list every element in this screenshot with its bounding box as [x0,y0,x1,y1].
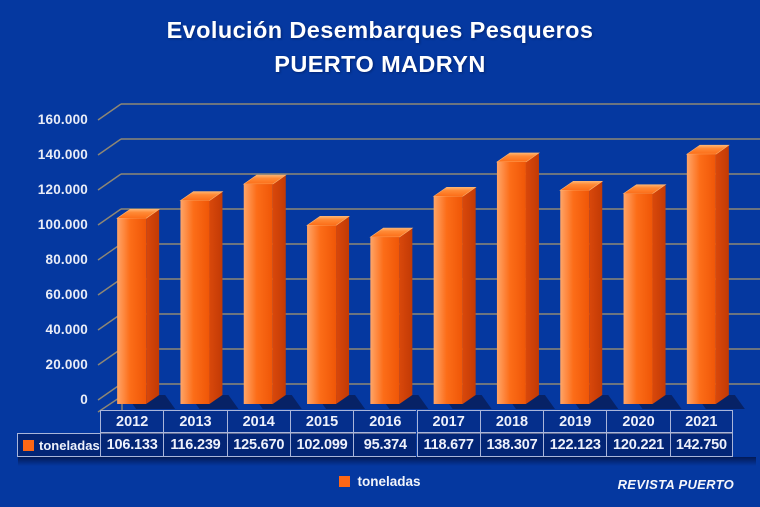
year-cell-2015: 2015 [289,410,354,434]
legend-swatch-icon [23,439,34,451]
value-cell-2016: 95.374 [353,432,417,458]
chart-title-line1: Evolución Desembarques Pesqueros [166,17,594,43]
year-cell-2019: 2019 [543,410,607,434]
bar-2021 [685,144,745,409]
y-tick-label: 60.000 [45,287,88,302]
value-cell-2015: 102.099 [289,432,354,458]
bar-2020 [622,184,682,409]
y-tick-label: 80.000 [45,252,88,267]
bar-2012 [116,208,176,409]
year-cell-2013: 2013 [163,410,227,434]
bar-2016 [369,227,429,409]
year-cell-2020: 2020 [606,410,670,434]
bar-2013 [179,191,239,409]
bar-2019 [559,180,619,409]
value-cell-2018: 138.307 [479,432,544,458]
year-cell-2018: 2018 [479,410,544,434]
year-cell-2021: 2021 [669,410,733,434]
year-cell-2014: 2014 [226,410,290,434]
y-tick-label: 0 [80,392,88,407]
bar-2014 [242,174,302,409]
value-cell-2014: 125.670 [226,432,290,458]
gridlines [97,103,760,401]
bar-2018 [495,152,555,409]
table-legend-label: toneladas [39,437,100,453]
year-cell-2017: 2017 [416,410,480,434]
y-tick-label: 120.000 [37,182,88,197]
value-cell-2020: 120.221 [606,432,670,458]
year-cell-2012: 2012 [100,410,164,434]
y-tick-label: 100.000 [37,217,88,232]
legend-swatch-icon [339,476,351,487]
chart-title: Evolución Desembarques Pesqueros PUERTO … [0,13,760,81]
value-cell-2021: 142.750 [669,432,733,458]
y-tick-label: 40.000 [45,322,88,337]
bar-2017 [432,187,492,409]
value-cell-2019: 122.123 [543,432,607,458]
legend-label: toneladas [357,474,421,489]
watermark: REVISTA PUERTO [617,477,734,492]
value-cell-2012: 106.133 [100,432,164,458]
y-tick-label: 20.000 [45,357,88,372]
bar-2015 [306,216,366,409]
y-tick-label: 140.000 [37,147,88,162]
y-tick-label: 160.000 [37,112,88,127]
value-cell-2017: 118.677 [416,432,480,458]
chart-legend: toneladas [0,474,760,489]
table-shadow [18,457,756,466]
value-cell-2013: 116.239 [163,432,227,458]
year-cell-2016: 2016 [353,410,417,434]
chart-title-line2: PUERTO MADRYN [274,51,486,77]
table-legend-cell: toneladas [17,433,101,457]
